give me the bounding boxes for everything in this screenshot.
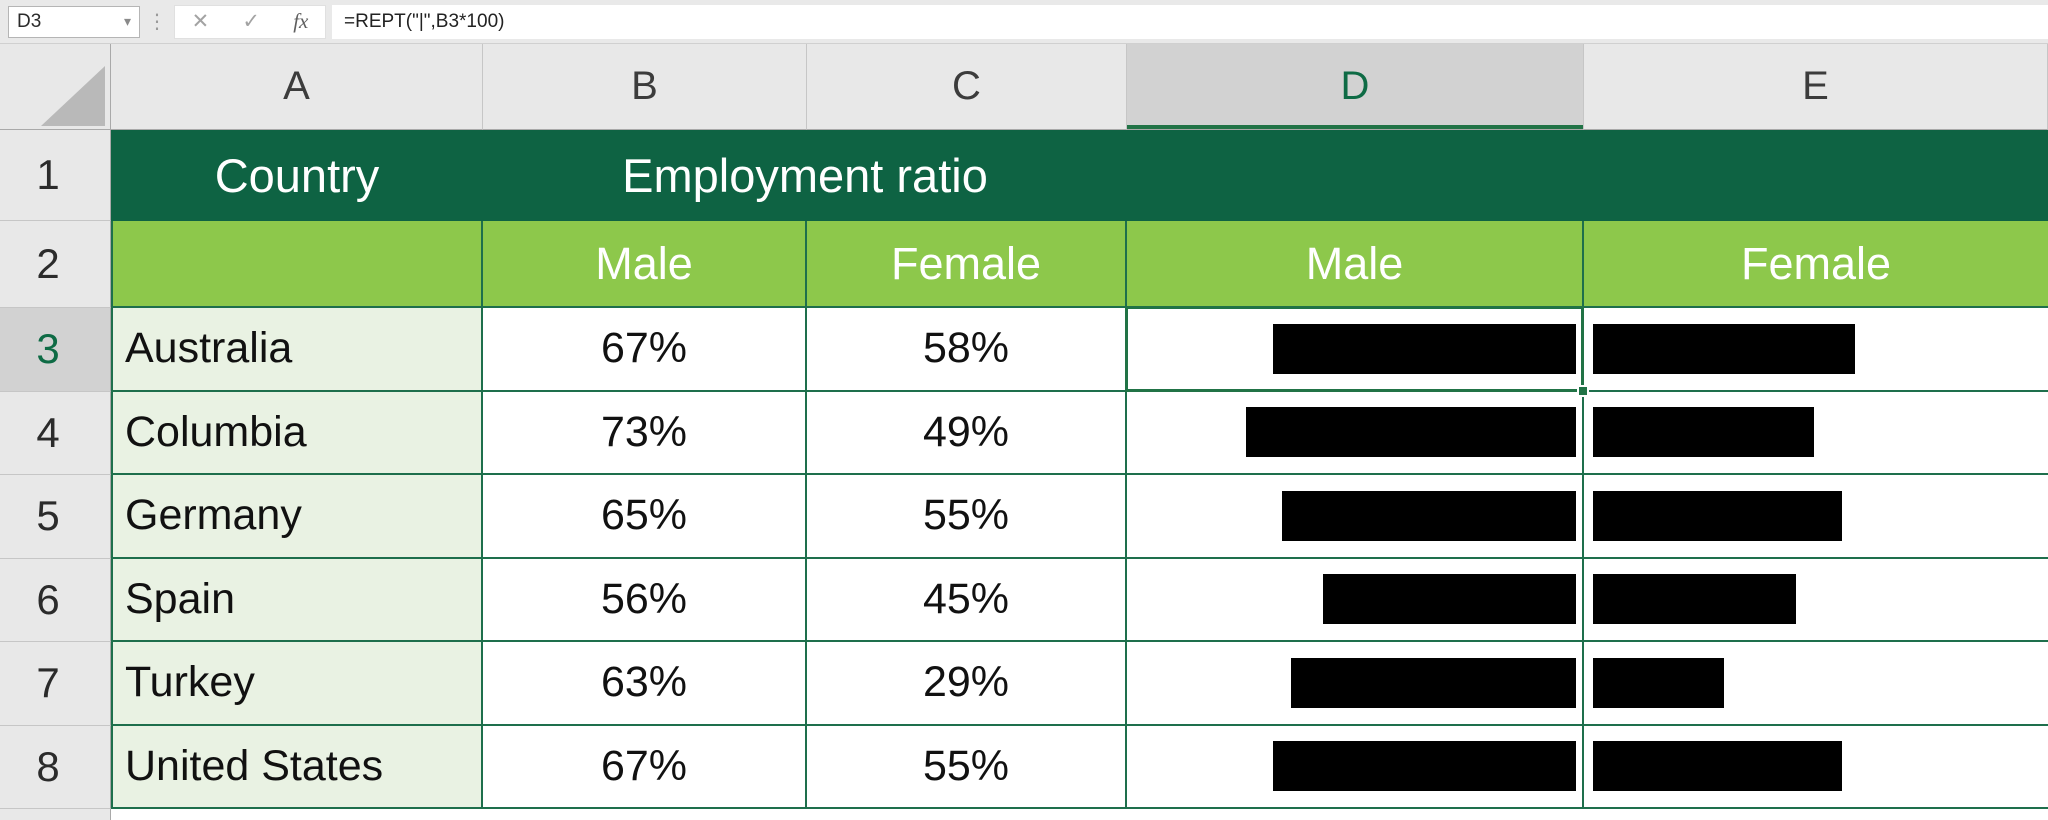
cell-E7-female-bar[interactable] (1584, 642, 2048, 726)
row-header-9-partial[interactable] (0, 809, 111, 820)
select-all-triangle-icon (41, 66, 105, 126)
cell-A7-country[interactable]: Turkey (111, 642, 483, 726)
cell-E8-female-bar[interactable] (1584, 725, 2048, 809)
cell-C4-female-pct[interactable]: 49% (807, 391, 1127, 475)
cell-C7-female-pct[interactable]: 29% (807, 642, 1127, 726)
name-box[interactable]: D3 ▾ (8, 5, 140, 38)
cell-B8-male-pct[interactable]: 67% (483, 725, 807, 809)
female-bar (1593, 323, 1855, 374)
cell-A3-country[interactable]: Australia (111, 308, 483, 392)
insert-function-icon[interactable]: fx (293, 9, 309, 33)
cell-B1-employment-ratio-title[interactable]: Employment ratio (483, 130, 1127, 221)
column-header-D-selected[interactable]: D (1127, 44, 1584, 130)
name-box-dropdown-icon[interactable]: ▾ (123, 13, 131, 29)
cell-A6-country[interactable]: Spain (111, 558, 483, 642)
cell-C6-female-pct[interactable]: 45% (807, 558, 1127, 642)
separator-dots-icon: ⋮ (147, 10, 167, 33)
cell-A5-country[interactable]: Germany (111, 475, 483, 559)
male-bar (1246, 407, 1576, 458)
cell-C5-female-pct[interactable]: 55% (807, 475, 1127, 559)
cell-C9-partial[interactable] (807, 809, 1127, 820)
spreadsheet-grid: A B C D E 1 Country Employment ratio 2 M… (0, 44, 2048, 820)
cell-E3-female-bar[interactable] (1584, 308, 2048, 392)
formula-buttons: ✕ ✓ fx (174, 4, 326, 39)
cell-D4-male-bar[interactable] (1127, 391, 1584, 475)
select-all-corner[interactable] (0, 44, 111, 130)
row-header-6[interactable]: 6 (0, 558, 111, 642)
cell-E9-partial[interactable] (1584, 809, 2048, 820)
cell-E4-female-bar[interactable] (1584, 391, 2048, 475)
row-header-3-selected[interactable]: 3 (0, 308, 111, 392)
column-header-E[interactable]: E (1584, 44, 2048, 130)
cell-D8-male-bar[interactable] (1127, 725, 1584, 809)
cell-E2-female-header[interactable]: Female (1584, 221, 2048, 308)
male-bar (1282, 490, 1576, 541)
formula-input[interactable]: =REPT("|",B3*100) (332, 4, 2048, 39)
cell-C3-female-pct[interactable]: 58% (807, 308, 1127, 392)
column-header-C[interactable]: C (807, 44, 1127, 130)
cell-C8-female-pct[interactable]: 55% (807, 725, 1127, 809)
fill-handle[interactable] (1577, 384, 1589, 397)
row-header-4[interactable]: 4 (0, 391, 111, 475)
cell-E5-female-bar[interactable] (1584, 475, 2048, 559)
row-header-8[interactable]: 8 (0, 725, 111, 809)
cell-D5-male-bar[interactable] (1127, 475, 1584, 559)
column-header-B[interactable]: B (483, 44, 807, 130)
cell-B7-male-pct[interactable]: 63% (483, 642, 807, 726)
female-bar (1593, 657, 1724, 708)
cell-D3-male-bar-selected[interactable] (1125, 306, 1589, 397)
name-box-value: D3 (17, 10, 42, 32)
cell-A9-partial[interactable] (111, 809, 483, 820)
row-header-1[interactable]: 1 (0, 130, 111, 221)
cell-B2-male-header[interactable]: Male (483, 221, 807, 308)
cell-A1-country-title[interactable]: Country (111, 130, 483, 221)
male-bar (1323, 574, 1576, 625)
male-bar (1291, 657, 1576, 708)
cell-B4-male-pct[interactable]: 73% (483, 391, 807, 475)
cell-D9-partial[interactable] (1127, 809, 1584, 820)
cell-B5-male-pct[interactable]: 65% (483, 475, 807, 559)
female-bar (1593, 574, 1796, 625)
formula-text: =REPT("|",B3*100) (344, 10, 505, 32)
cancel-icon[interactable]: ✕ (191, 10, 210, 33)
row-header-7[interactable]: 7 (0, 642, 111, 726)
cell-D1-banner-fill[interactable] (1127, 130, 2048, 221)
cell-C2-female-header[interactable]: Female (807, 221, 1127, 308)
cell-A8-country[interactable]: United States (111, 725, 483, 809)
cell-D7-male-bar[interactable] (1127, 642, 1584, 726)
enter-icon[interactable]: ✓ (242, 10, 261, 33)
row-header-2[interactable]: 2 (0, 221, 111, 308)
cell-D2-male-header[interactable]: Male (1127, 221, 1584, 308)
row-header-5[interactable]: 5 (0, 475, 111, 559)
cell-B3-male-pct[interactable]: 67% (483, 308, 807, 392)
male-bar (1273, 323, 1576, 374)
male-bar (1273, 741, 1576, 792)
female-bar (1593, 407, 1814, 458)
formula-bar: D3 ▾ ⋮ ✕ ✓ fx =REPT("|",B3*100) (0, 0, 2048, 44)
cell-B9-partial[interactable] (483, 809, 807, 820)
cell-A2[interactable] (111, 221, 483, 308)
cell-D6-male-bar[interactable] (1127, 558, 1584, 642)
cell-A4-country[interactable]: Columbia (111, 391, 483, 475)
female-bar (1593, 741, 1842, 792)
column-header-A[interactable]: A (111, 44, 483, 130)
female-bar (1593, 490, 1842, 541)
cell-B6-male-pct[interactable]: 56% (483, 558, 807, 642)
cell-E6-female-bar[interactable] (1584, 558, 2048, 642)
